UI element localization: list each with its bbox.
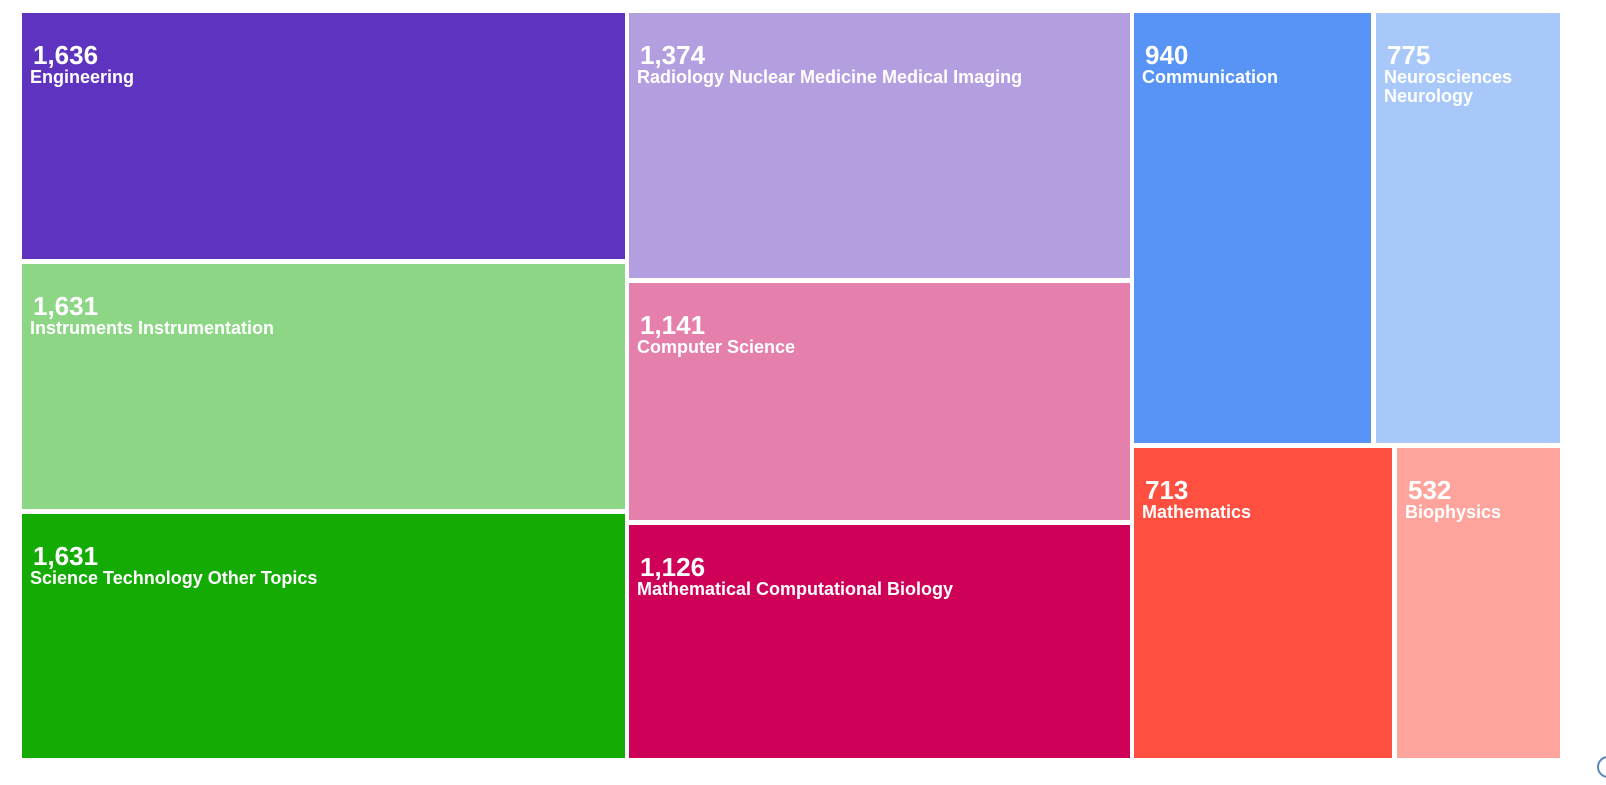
- treemap-cell[interactable]: 1,126 Mathematical Computational Biology: [629, 525, 1130, 758]
- cell-value-label: 775: [1387, 40, 1431, 70]
- cell-value-label: 1,631: [33, 541, 99, 571]
- treemap-cell[interactable]: 1,636 Engineering: [22, 13, 625, 259]
- cell-value-label: 713: [1145, 475, 1189, 505]
- cell-category-label: Instruments Instrumentation: [30, 318, 275, 338]
- treemap-cell[interactable]: 1,631 Science Technology Other Topics: [22, 514, 625, 758]
- treemap-cell[interactable]: 1,141 Computer Science: [629, 283, 1130, 520]
- cell-value-label: 940: [1145, 40, 1189, 70]
- cell-category-label: Biophysics: [1405, 502, 1502, 522]
- cell-category-label: Radiology Nuclear Medicine Medical Imagi…: [637, 67, 1023, 87]
- cell-value-label: 1,126: [640, 552, 706, 582]
- cell-category-label: Mathematics: [1142, 502, 1252, 522]
- treemap-cell[interactable]: 1,631 Instruments Instrumentation: [22, 264, 625, 509]
- cell-category-label: Communication: [1142, 67, 1279, 87]
- cell-category-label: Engineering: [30, 67, 135, 87]
- cell-value-label: 1,141: [640, 310, 706, 340]
- treemap-cell[interactable]: 775 Neurosciences Neurology: [1376, 13, 1560, 443]
- cell-value-label: 1,374: [640, 40, 706, 70]
- treemap-cell[interactable]: 940 Communication: [1134, 13, 1371, 443]
- cell-category-label: Computer Science: [637, 337, 796, 357]
- cell-category-label: Mathematical Computational Biology: [637, 579, 954, 599]
- cell-category-label: Science Technology Other Topics: [30, 568, 318, 588]
- treemap-cell[interactable]: 713 Mathematics: [1134, 448, 1392, 758]
- cell-category-label: Neurosciences Neurology: [1384, 67, 1513, 106]
- cell-value-label: 1,636: [33, 40, 99, 70]
- treemap-cell[interactable]: 532 Biophysics: [1397, 448, 1560, 758]
- cell-value-label: 532: [1408, 475, 1452, 505]
- cell-value-label: 1,631: [33, 291, 99, 321]
- treemap-cell[interactable]: 1,374 Radiology Nuclear Medicine Medical …: [629, 13, 1130, 278]
